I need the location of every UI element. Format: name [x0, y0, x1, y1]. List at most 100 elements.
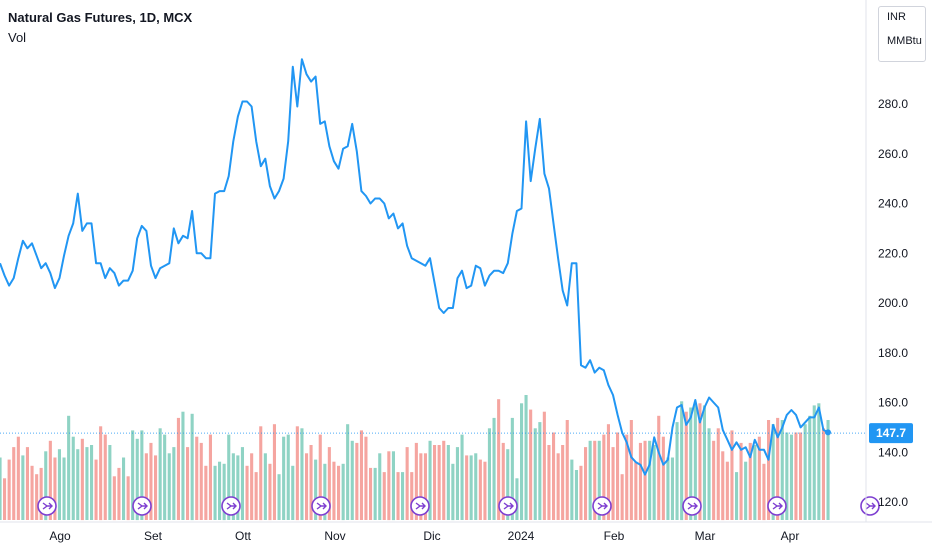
volume-bar	[785, 432, 789, 520]
volume-bar	[812, 405, 816, 520]
volume-bar	[71, 436, 75, 520]
x-tick-label: Ago	[49, 529, 71, 543]
volume-bar	[826, 420, 830, 520]
dividend-arrow-icon[interactable]	[311, 496, 331, 516]
volume-bar	[245, 465, 249, 520]
volume-bar	[103, 434, 107, 520]
volume-bar	[62, 457, 66, 520]
volume-bar	[21, 455, 25, 520]
dividend-arrow-icon[interactable]	[221, 496, 241, 516]
volume-bar	[282, 436, 286, 520]
x-axis: Ago Set Ott Nov Dic 2024 Feb Mar Apr	[0, 521, 932, 543]
volume-bar	[446, 445, 450, 520]
volume-bar	[327, 447, 331, 520]
volume-bar	[309, 445, 313, 520]
volume-bar	[53, 457, 57, 520]
volume-bar	[167, 453, 171, 520]
volume-bar	[538, 422, 542, 520]
volume-bar	[437, 445, 441, 520]
dividend-arrow-icon[interactable]	[132, 496, 152, 516]
volume-bar	[181, 411, 185, 520]
volume-bar	[680, 401, 684, 521]
volume-bar	[455, 447, 459, 520]
dividend-arrow-icon[interactable]	[37, 496, 57, 516]
currency-label: INR	[887, 11, 906, 23]
dividend-arrow-icon[interactable]	[682, 496, 702, 516]
volume-bars	[0, 395, 830, 521]
volume-bar	[117, 467, 121, 520]
volume-bar	[213, 465, 217, 520]
volume-legend[interactable]: Vol	[8, 30, 27, 45]
volume-bar	[465, 455, 469, 520]
x-tick-label: Set	[144, 529, 163, 543]
volume-bar	[259, 426, 263, 521]
volume-bar	[670, 457, 674, 520]
volume-bar	[744, 461, 748, 520]
x-tick-label: Mar	[695, 529, 716, 543]
volume-bar	[561, 445, 565, 520]
volume-bar	[387, 451, 391, 521]
volume-bar	[57, 449, 61, 520]
volume-bar	[35, 474, 39, 520]
volume-bar	[44, 451, 48, 521]
volume-bar	[305, 453, 309, 520]
volume-bar	[122, 457, 126, 520]
volume-bar	[757, 436, 761, 520]
volume-bar	[318, 434, 322, 520]
volume-bar	[300, 428, 304, 520]
dividend-arrow-icon[interactable]	[767, 496, 787, 516]
volume-bar	[460, 434, 464, 520]
volume-bar	[231, 453, 235, 520]
volume-bar	[698, 403, 702, 520]
volume-bar	[584, 447, 588, 520]
volume-bar	[497, 399, 501, 520]
volume-bar	[748, 442, 752, 520]
volume-bar	[90, 445, 94, 520]
dividend-arrow-icon[interactable]	[498, 496, 518, 516]
volume-bar	[25, 447, 29, 520]
volume-bar	[199, 442, 203, 520]
volume-bar	[771, 424, 775, 520]
y-tick-label: 120.0	[878, 495, 908, 509]
volume-bar	[254, 472, 258, 520]
volume-bar	[250, 453, 254, 520]
dividend-arrow-icon[interactable]	[592, 496, 612, 516]
volume-bar	[579, 465, 583, 520]
dividend-arrow-icon[interactable]	[410, 496, 430, 516]
volume-bar	[552, 432, 556, 520]
chart-title: Natural Gas Futures, 1D, MCX	[8, 10, 193, 25]
volume-bar	[332, 461, 336, 520]
volume-bar	[515, 478, 519, 520]
volume-bar	[190, 413, 194, 521]
volume-bar	[277, 474, 281, 520]
x-tick-label: Feb	[604, 529, 625, 543]
currency-unit-selector[interactable]: INR MMBtu	[878, 6, 926, 62]
volume-bar	[323, 463, 327, 521]
price-line	[0, 58, 829, 476]
y-axis: 120.0 140.0 160.0 180.0 200.0 220.0 240.0 260.0…	[865, 0, 908, 522]
volume-bar	[606, 424, 610, 520]
volume-bar	[135, 438, 139, 521]
volume-bar	[524, 395, 528, 520]
volume-bar	[433, 445, 437, 520]
y-tick-label: 260.0	[878, 147, 908, 161]
last-point	[825, 429, 831, 436]
volume-bar	[657, 415, 661, 520]
x-tick-label: Ott	[235, 529, 252, 543]
volume-bar	[414, 442, 418, 520]
volume-bar	[789, 434, 793, 520]
volume-bar	[487, 428, 491, 520]
volume-bar	[208, 434, 212, 520]
volume-bar	[218, 461, 222, 520]
volume-bar	[693, 403, 697, 520]
volume-bar	[112, 476, 116, 521]
dividend-arrow-icon[interactable]	[860, 496, 880, 516]
volume-bar	[643, 440, 647, 520]
x-tick-label: Nov	[324, 529, 345, 543]
volume-bar	[80, 438, 84, 521]
last-price-badge: 147.7	[869, 423, 913, 444]
volume-bar	[574, 470, 578, 520]
volume-bar	[602, 434, 606, 520]
volume-bar	[405, 447, 409, 520]
